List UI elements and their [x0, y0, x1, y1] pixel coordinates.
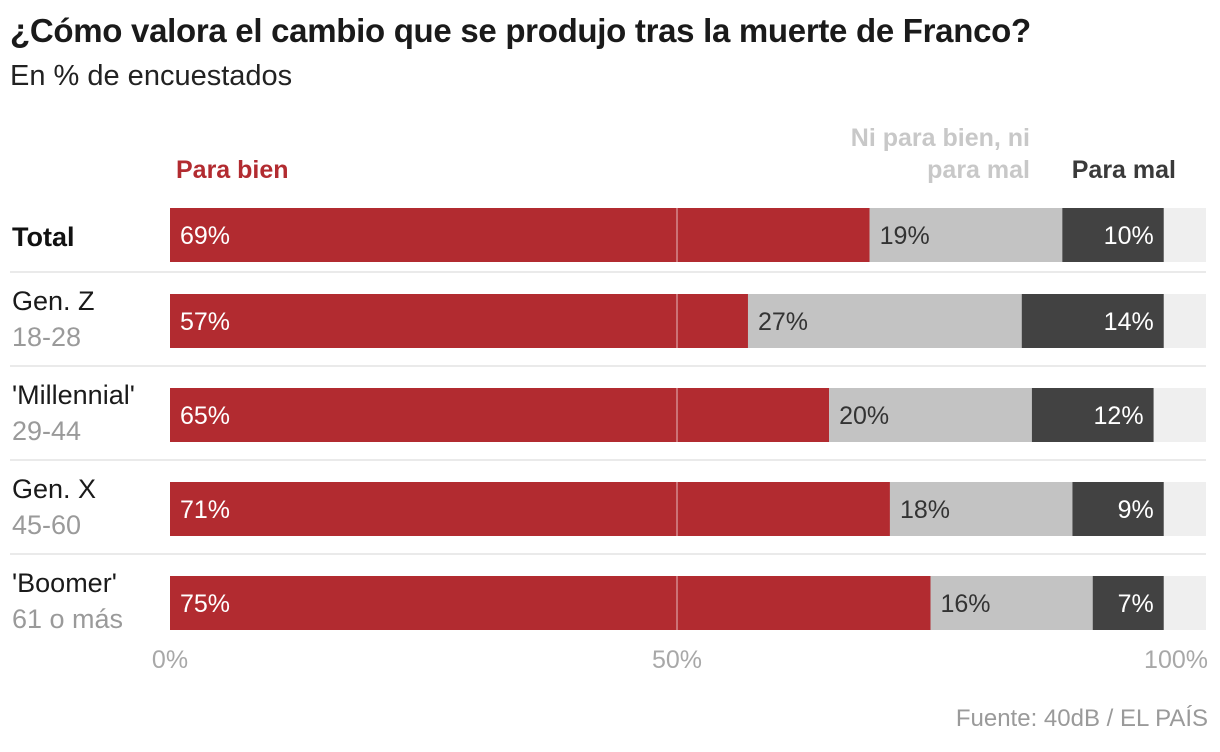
bar-segment-3: [1021, 294, 1164, 348]
bar-segment-1: [170, 482, 890, 536]
bar-segment-3: [1031, 388, 1154, 442]
data-label: 9%: [1118, 496, 1154, 524]
data-label: 65%: [180, 402, 230, 430]
data-label: 7%: [1118, 590, 1154, 618]
data-label: 20%: [839, 402, 889, 430]
bar-segment-3: [1062, 208, 1164, 262]
bar-segment-2: [930, 576, 1093, 630]
source-note: Fuente: 40dB / EL PAÍS: [955, 705, 1208, 732]
legend-label-2: Ni para bien, ni: [851, 124, 1030, 152]
data-label: 10%: [1104, 222, 1154, 250]
category-label: Gen. X: [12, 474, 96, 504]
data-label: 16%: [941, 590, 991, 618]
category-sublabel: 45-60: [12, 510, 81, 540]
data-label: 19%: [880, 222, 930, 250]
bar-segment-2: [869, 208, 1063, 262]
category-label: 'Boomer': [12, 568, 117, 598]
data-label: 69%: [180, 222, 230, 250]
data-label: 27%: [758, 308, 808, 336]
bar-segment-1: [170, 388, 830, 442]
bar-segment-2: [747, 294, 1022, 348]
category-label: Total: [12, 222, 75, 252]
legend-label-2: para mal: [927, 156, 1030, 184]
category-sublabel: 29-44: [12, 416, 81, 446]
x-tick-label: 0%: [152, 646, 188, 674]
bar-segment-2: [829, 388, 1032, 442]
data-label: 18%: [900, 496, 950, 524]
x-tick-label: 50%: [652, 646, 702, 674]
chart-subtitle: En % de encuestados: [10, 60, 293, 92]
data-label: 71%: [180, 496, 230, 524]
bar-segment-1: [170, 208, 870, 262]
bar-segment-1: [170, 294, 748, 348]
legend-label-1: Para bien: [176, 156, 289, 184]
category-sublabel: 18-28: [12, 322, 81, 352]
x-tick-label: 100%: [1144, 646, 1208, 674]
category-sublabel: 61 o más: [12, 604, 123, 634]
chart-title: ¿Cómo valora el cambio que se produjo tr…: [10, 12, 1031, 49]
data-label: 12%: [1094, 402, 1144, 430]
bar-segment-3: [1072, 482, 1164, 536]
data-label: 14%: [1104, 308, 1154, 336]
bar-segment-3: [1092, 576, 1164, 630]
category-label: Gen. Z: [12, 286, 95, 316]
bar-segment-2: [889, 482, 1073, 536]
legend-label-3: Para mal: [1072, 156, 1176, 184]
category-label: 'Millennial': [12, 380, 135, 410]
data-label: 57%: [180, 308, 230, 336]
bar-segment-1: [170, 576, 931, 630]
data-label: 75%: [180, 590, 230, 618]
